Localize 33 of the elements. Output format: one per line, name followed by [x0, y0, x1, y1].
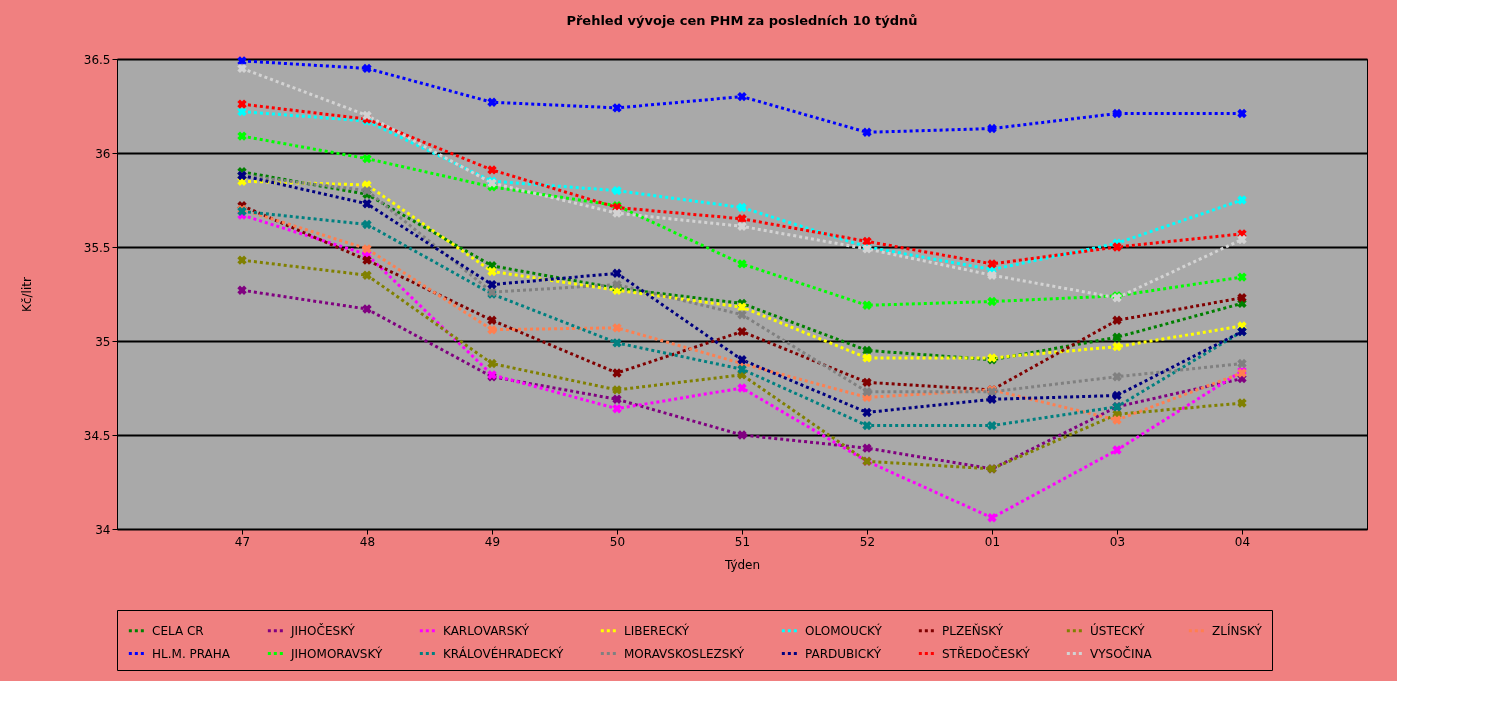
x-tick-label: 03 [1109, 534, 1126, 549]
legend-label: OLOMOUCKÝ [805, 622, 883, 638]
y-tick-label: 35.5 [83, 240, 111, 255]
x-tick-label: 49 [484, 534, 501, 549]
x-tick-label: 47 [234, 534, 251, 549]
y-tick-label: 35 [95, 334, 111, 349]
y-tick-label: 36.5 [83, 52, 111, 67]
legend-label: CELA CR [152, 623, 204, 638]
y-tick-label: 34.5 [83, 428, 111, 443]
legend-label: HL.M. PRAHA [152, 646, 231, 661]
y-axis-title: Kč/litr [19, 277, 34, 312]
legend-label: ZLÍNSKÝ [1212, 622, 1263, 638]
legend-label: LIBERECKÝ [624, 622, 690, 638]
legend-label: PARDUBICKÝ [805, 645, 882, 661]
y-tick-label: 34 [95, 522, 111, 537]
legend-label: PLZEŇSKÝ [942, 622, 1004, 638]
legend-label: MORAVSKOSLEZSKÝ [624, 645, 745, 661]
x-tick-label: 48 [359, 534, 376, 549]
x-tick-label: 50 [609, 534, 626, 549]
legend-label: ÚSTECKÝ [1090, 622, 1146, 638]
legend-label: KRÁLOVÉHRADECKÝ [443, 645, 564, 661]
y-tick-label: 36 [95, 146, 111, 161]
chart-title: Přehled vývoje cen PHM za posledních 10 týdnů [566, 13, 918, 28]
x-tick-label: 52 [859, 534, 876, 549]
legend-label: STŘEDOČESKÝ [942, 645, 1031, 661]
legend-label: JIHOMORAVSKÝ [290, 645, 383, 661]
x-axis-title: Týden [723, 557, 761, 572]
x-tick-label: 51 [734, 534, 751, 549]
legend-label: KARLOVARSKÝ [443, 622, 530, 638]
legend-label: JIHOČESKÝ [290, 622, 356, 638]
x-tick-label: 04 [1234, 534, 1251, 549]
x-tick-label: 01 [984, 534, 1001, 549]
legend-label: VYSOČINA [1090, 645, 1153, 661]
